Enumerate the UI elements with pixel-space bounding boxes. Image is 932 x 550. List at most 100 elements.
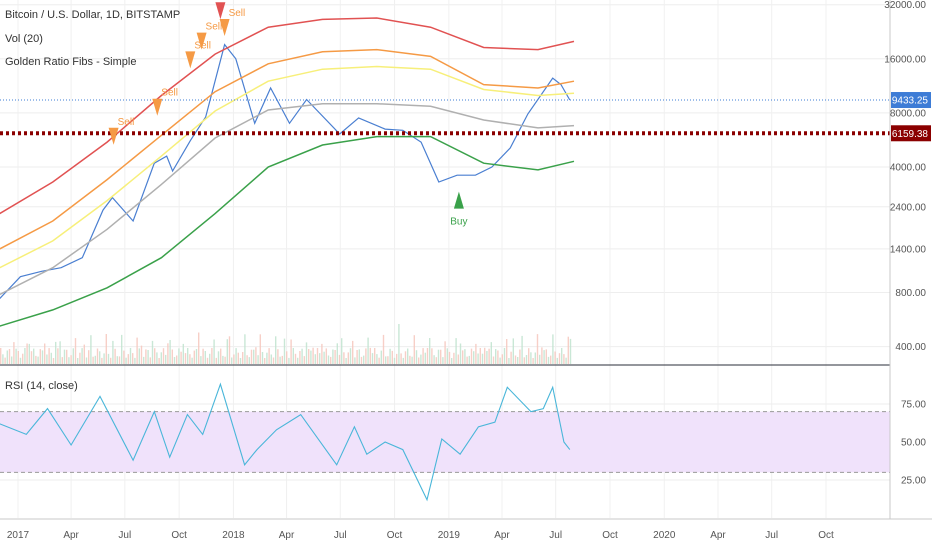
time-tick-label: Apr xyxy=(279,530,295,541)
volume-bar xyxy=(30,351,33,364)
volume-bar xyxy=(261,352,264,364)
volume-bar xyxy=(534,352,536,364)
volume-bar xyxy=(360,356,363,364)
volume-bar xyxy=(244,334,246,364)
volume-bar xyxy=(0,348,2,364)
volume-bar xyxy=(215,357,217,364)
volume-bar xyxy=(374,348,376,364)
volume-bar xyxy=(277,349,279,364)
volume-bar xyxy=(310,350,312,364)
indicator-legend[interactable]: Golden Ratio Fibs - Simple xyxy=(5,56,136,68)
volume-bar xyxy=(66,349,68,364)
volume-bar xyxy=(437,349,440,364)
volume-bar xyxy=(420,354,422,364)
volume-bar xyxy=(63,349,66,364)
volume-bar xyxy=(266,352,268,364)
volume-bar xyxy=(195,349,198,364)
volume-bar xyxy=(455,338,457,364)
volume-bar xyxy=(52,358,55,364)
fib-band-line xyxy=(0,48,575,250)
volume-legend[interactable]: Vol (20) xyxy=(5,33,43,45)
volume-bar xyxy=(561,348,563,364)
volume-bar xyxy=(11,356,13,364)
price-tick-label: 1400.00 xyxy=(890,244,927,255)
volume-bar xyxy=(288,357,290,364)
rsi-line xyxy=(0,382,571,502)
volume-bar xyxy=(279,356,281,364)
sell-signal-label: Sell xyxy=(206,22,223,33)
volume-bar xyxy=(268,348,270,364)
volume-bar xyxy=(297,357,299,364)
volume-bar xyxy=(160,352,162,364)
volume-bar xyxy=(270,354,272,364)
time-tick-label: 2019 xyxy=(438,530,461,541)
volume-bar xyxy=(556,357,558,364)
time-tick-label: Oct xyxy=(818,530,834,541)
time-tick-label: 2020 xyxy=(653,530,676,541)
volume-bar xyxy=(81,348,83,364)
volume-bar xyxy=(83,344,85,364)
level-price-tag xyxy=(891,125,931,142)
volume-bar xyxy=(85,357,88,364)
signal-markers: SellSellSellSellSellSellBuy xyxy=(108,0,468,228)
volume-bar xyxy=(477,353,479,364)
volume-bar xyxy=(272,357,275,364)
volume-bar xyxy=(50,352,52,364)
volume-bar xyxy=(378,357,380,364)
volume-bar xyxy=(389,348,391,364)
volume-bar xyxy=(233,354,235,364)
sell-arrow-marker xyxy=(185,51,196,69)
volume-bar xyxy=(125,357,127,364)
volume-bar xyxy=(475,343,477,364)
volume-bar xyxy=(61,357,63,364)
time-axis[interactable]: 2017 Apr Jul Oct 2018 Apr Jul Oct 2019 Apr Jul Oct 2… xyxy=(7,530,834,541)
volume-bar xyxy=(316,348,319,364)
volume-bar xyxy=(200,356,202,364)
volume-bar xyxy=(4,357,6,364)
volume-bar xyxy=(473,351,475,364)
volume-bar xyxy=(352,340,354,364)
volume-bar xyxy=(209,353,211,364)
volume-bar xyxy=(479,348,481,364)
volume-bar xyxy=(325,348,327,364)
volume-bar xyxy=(6,350,8,364)
rsi-axis[interactable]: 25.00 50.00 75.00 xyxy=(901,400,926,487)
volume-bar xyxy=(121,334,123,364)
volume-bar xyxy=(323,351,325,364)
volume-bar xyxy=(393,357,396,364)
current-price-label: 9433.25 xyxy=(892,96,929,107)
volume-bar xyxy=(435,357,437,364)
chart-title[interactable]: Bitcoin / U.S. Dollar, 1D, BITSTAMP xyxy=(5,9,180,21)
volume-bar xyxy=(486,351,488,364)
price-tick-label: 800.00 xyxy=(895,288,926,299)
volume-bar xyxy=(543,350,545,364)
volume-bar xyxy=(96,348,99,364)
sell-signal-label: Sell xyxy=(118,117,135,128)
volume-bar xyxy=(545,349,547,364)
volume-bar xyxy=(356,350,358,364)
volume-bar xyxy=(39,349,41,364)
volume-bar xyxy=(385,356,387,364)
volume-bar xyxy=(123,350,125,364)
price-tick-label: 8000.00 xyxy=(890,108,927,119)
volume-bar xyxy=(211,348,213,364)
volume-bar xyxy=(198,332,200,364)
volume-bar xyxy=(334,350,336,364)
volume-bar xyxy=(17,351,19,364)
time-tick-label: Apr xyxy=(494,530,510,541)
volume-bar xyxy=(226,339,228,364)
volume-bar xyxy=(396,353,398,364)
volume-bar xyxy=(237,352,239,364)
rsi-tick-label: 75.00 xyxy=(901,400,926,411)
rsi-legend[interactable]: RSI (14, close) xyxy=(5,380,78,392)
volume-bar xyxy=(44,343,46,364)
price-axis[interactable]: 400.00 800.00 1400.00 2400.00 4000.00 8000.00… xyxy=(884,0,926,353)
volume-bar xyxy=(70,355,72,364)
volume-bar xyxy=(327,355,330,364)
volume-bar xyxy=(464,349,466,364)
volume-bar xyxy=(376,354,378,364)
volume-bar xyxy=(459,343,462,364)
volume-bar xyxy=(506,339,508,364)
volume-bar xyxy=(90,335,92,364)
